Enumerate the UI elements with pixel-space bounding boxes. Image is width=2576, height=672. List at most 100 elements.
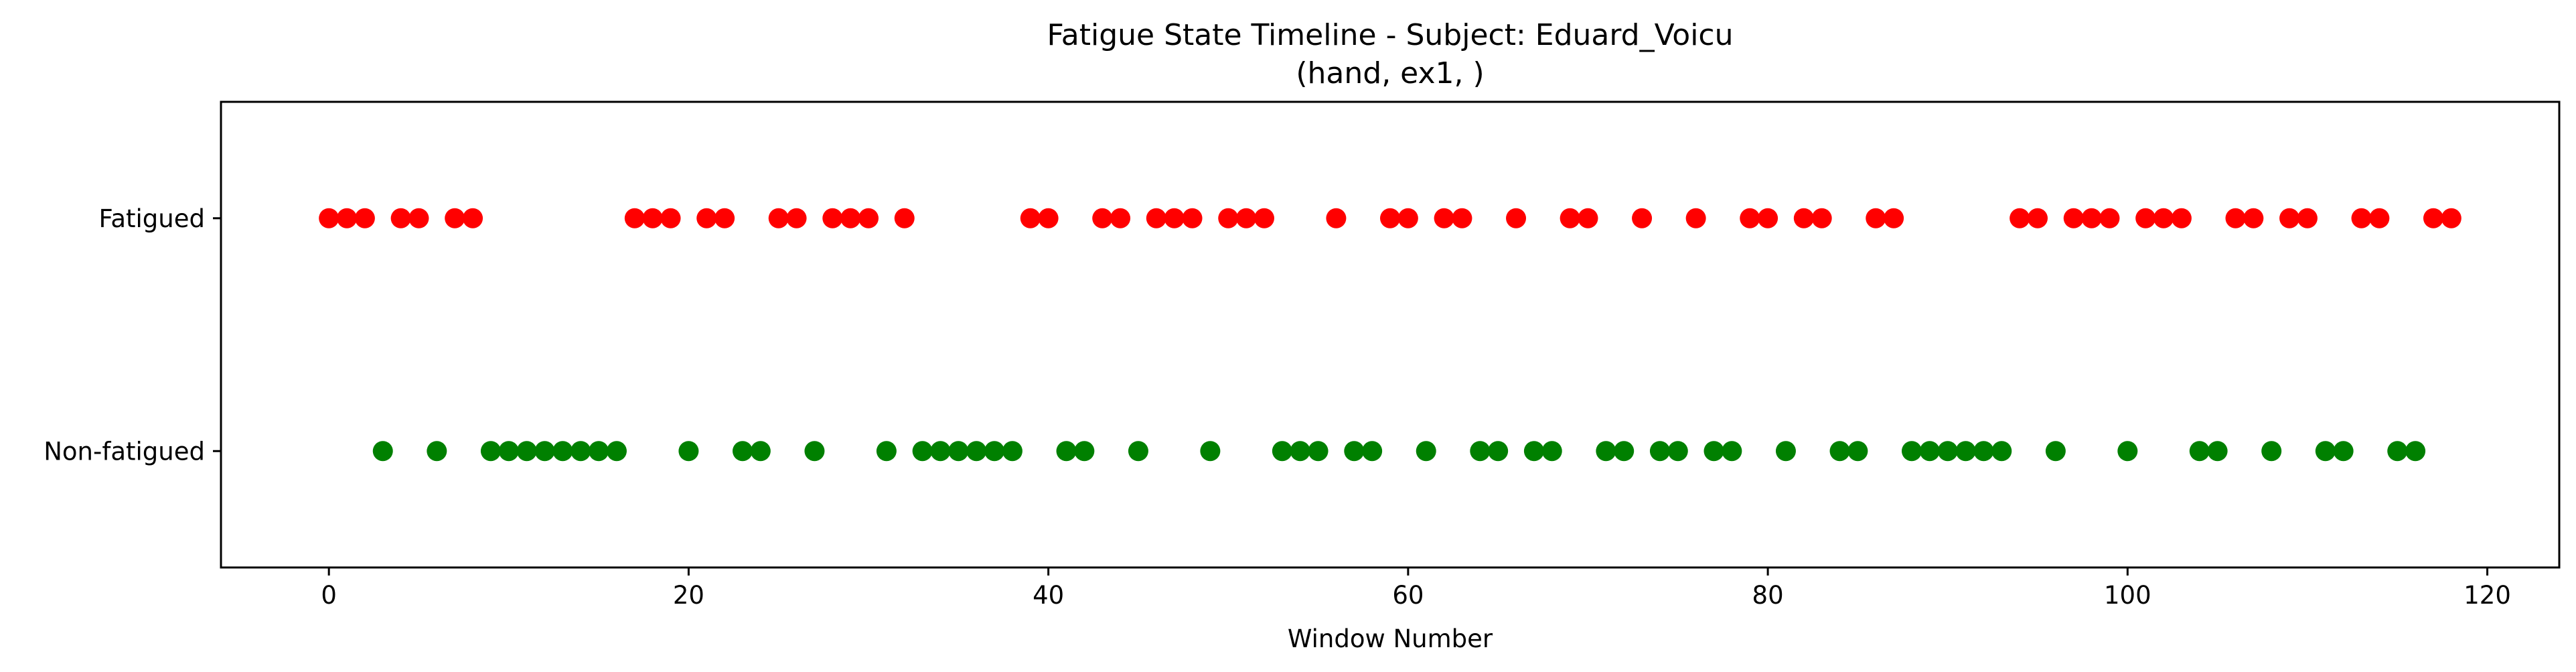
data-point [1092,208,1113,228]
data-point [858,208,879,228]
data-point [498,441,519,462]
data-points [319,208,2461,462]
data-point [1056,441,1077,462]
y-tick-label: Non-fatigued [44,437,205,466]
data-point [696,208,717,228]
data-point [1811,208,1832,228]
data-point [1164,208,1185,228]
data-point [1884,208,1904,228]
data-point [2261,441,2282,462]
data-point [930,441,951,462]
data-point [1991,441,2012,462]
data-point [427,441,447,462]
axis-ticks: 0 20 40 60 80 100 120 Fatigued Non-fatigued [44,204,2511,610]
data-point [354,208,375,228]
data-point [1308,441,1329,462]
data-point [750,441,771,462]
data-point [1506,208,1527,228]
data-point [2243,208,2264,228]
data-point [1740,208,1760,228]
data-point [1416,441,1436,462]
chart-subtitle: (hand, ex1, ) [1296,56,1484,90]
data-point [589,441,609,462]
y-tick-label: Fatigued [98,204,205,233]
data-point [1452,208,1472,228]
data-point [1236,208,1257,228]
x-tick-label: 80 [1752,581,1784,610]
fatigued-series [319,208,2461,228]
data-point [2225,208,2246,228]
data-point [1775,441,1796,462]
data-point [1722,441,1742,462]
x-tick-label: 60 [1392,581,1424,610]
data-point [1649,441,1670,462]
data-point [1866,208,1886,228]
data-point [1074,441,1095,462]
data-point [1758,208,1778,228]
x-tick-label: 100 [2104,581,2151,610]
data-point [534,441,555,462]
data-point [1380,208,1400,228]
data-point [1326,208,1347,228]
data-point [1973,441,1994,462]
data-point [2189,441,2210,462]
data-point [822,208,843,228]
data-point [1919,441,1940,462]
data-point [2028,208,2048,228]
data-point [1290,441,1310,462]
data-point [606,441,627,462]
data-point [1470,441,1491,462]
data-point [660,208,681,228]
data-point [1218,208,1239,228]
data-point [1182,208,1203,228]
data-point [1632,208,1653,228]
data-point [2333,441,2354,462]
data-point [2063,208,2084,228]
data-point [1596,441,1616,462]
data-point [984,441,1005,462]
data-point [1614,441,1635,462]
data-point [2010,208,2030,228]
data-point [2369,208,2390,228]
data-point [390,208,411,228]
chart-title: Fatigue State Timeline - Subject: Eduard… [1047,18,1734,52]
data-point [1397,208,1418,228]
data-point [714,208,735,228]
data-point [2171,208,2192,228]
data-point [840,208,861,228]
x-tick-label: 120 [2464,581,2511,610]
data-point [463,208,483,228]
data-point [1703,441,1724,462]
x-tick-label: 40 [1033,581,1064,610]
data-point [1146,208,1166,228]
data-point [768,208,789,228]
x-tick-label: 20 [673,581,704,610]
data-point [516,441,537,462]
data-point [480,441,501,462]
data-point [948,441,969,462]
data-point [1667,441,1688,462]
data-point [1434,208,1454,228]
data-point [1847,441,1868,462]
data-point [2315,441,2336,462]
data-point [966,441,987,462]
data-point [1110,208,1131,228]
data-point [894,208,915,228]
data-point [912,441,933,462]
data-point [2117,441,2138,462]
data-point [2423,208,2443,228]
data-point [786,208,807,228]
x-axis-label: Window Number [1288,624,1493,653]
data-point [2387,441,2408,462]
data-point [1685,208,1706,228]
data-point [337,208,358,228]
data-point [1272,441,1292,462]
data-point [319,208,339,228]
data-point [732,441,753,462]
data-point [2405,441,2426,462]
data-point [1560,208,1580,228]
data-point [1128,441,1148,462]
data-point [1541,441,1562,462]
data-point [1523,441,1544,462]
